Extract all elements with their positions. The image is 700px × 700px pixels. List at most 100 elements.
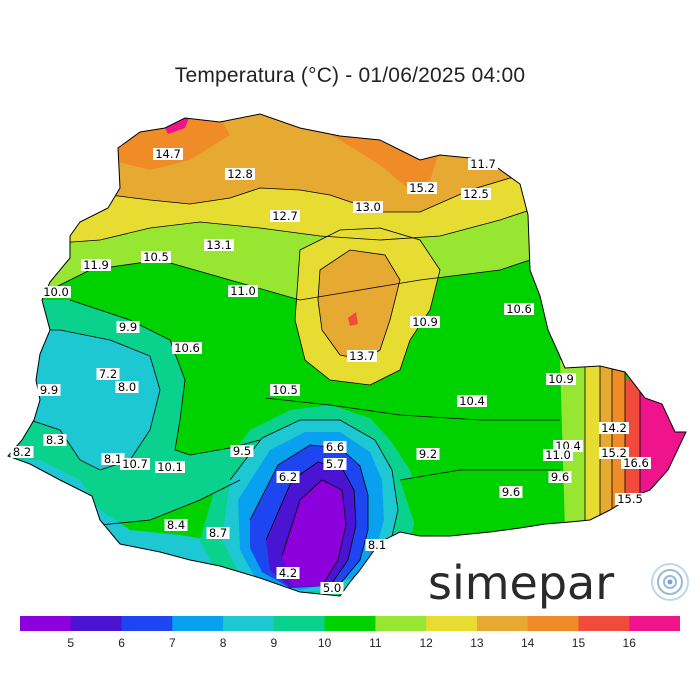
value-label-background [141, 251, 171, 263]
value-label-text: 5.0 [323, 581, 341, 595]
value-label: 11.9 [81, 258, 111, 272]
legend-swatch [121, 616, 173, 631]
value-label-background [543, 449, 573, 461]
value-label-text: 10.9 [548, 372, 574, 386]
value-label-background [41, 286, 71, 298]
value-label-background [116, 321, 140, 333]
value-label-background [225, 168, 255, 180]
station-value-labels: 14.7 12.8 12.7 13.0 15.2 11.7 12.5 13.1 10.5 11.9… [10, 147, 651, 595]
legend-tick-label: 14 [521, 636, 535, 650]
value-label-background [43, 434, 67, 446]
legend-swatch [578, 616, 630, 631]
value-label: 10.7 [120, 457, 150, 471]
value-label-text: 13.0 [355, 200, 381, 214]
legend-swatch [527, 616, 579, 631]
value-label-background [230, 445, 254, 457]
value-label-background [270, 210, 300, 222]
value-label-text: 15.2 [409, 181, 435, 195]
value-label-text: 10.6 [506, 302, 532, 316]
value-label: 8.2 [10, 445, 34, 459]
legend-swatch [20, 616, 72, 631]
value-label-background [276, 567, 300, 579]
value-label-background [101, 453, 125, 465]
value-label-text: 8.7 [209, 526, 227, 540]
value-label: 6.6 [323, 440, 347, 454]
value-label-text: 15.5 [617, 492, 643, 506]
value-label-text: 11.7 [470, 157, 496, 171]
value-label: 9.5 [230, 444, 254, 458]
value-label: 14.7 [153, 147, 183, 161]
value-label-background [548, 471, 572, 483]
value-label: 12.7 [270, 209, 300, 223]
value-label-background [96, 368, 120, 380]
value-label-background [461, 188, 491, 200]
value-label-text: 10.4 [459, 394, 485, 408]
value-label-text: 10.0 [43, 285, 69, 299]
legend-tick-label: 13 [470, 636, 484, 650]
value-label-text: 8.2 [13, 445, 31, 459]
value-label-text: 9.6 [502, 485, 520, 499]
value-label: 8.4 [164, 518, 188, 532]
value-label-background [546, 373, 576, 385]
value-label: 7.2 [96, 367, 120, 381]
legend-swatch [172, 616, 224, 631]
value-label-text: 9.5 [233, 444, 251, 458]
legend-tick-label: 10 [318, 636, 332, 650]
value-label: 8.1 [101, 452, 125, 466]
value-label-text: 9.9 [119, 320, 137, 334]
value-label-background [276, 471, 300, 483]
state-border [7, 113, 687, 597]
value-label: 12.8 [225, 167, 255, 181]
legend-tick-label: 16 [623, 636, 637, 650]
value-label-background [353, 201, 383, 213]
value-label-background [320, 582, 344, 594]
value-label: 9.6 [548, 470, 572, 484]
value-label: 8.7 [206, 526, 230, 540]
value-label: 9.2 [416, 447, 440, 461]
legend-swatch [426, 616, 478, 631]
value-label: 4.2 [276, 566, 300, 580]
value-label-background [228, 285, 258, 297]
value-label-background [164, 519, 188, 531]
value-label-text: 13.7 [349, 349, 375, 363]
value-label-background [599, 447, 629, 459]
value-label: 15.2 [407, 181, 437, 195]
value-label: 8.3 [43, 433, 67, 447]
legend-tick-label: 8 [220, 636, 227, 650]
legend-tick-label: 7 [169, 636, 176, 650]
legend-tick-label: 15 [572, 636, 586, 650]
value-label: 13.1 [204, 238, 234, 252]
value-label-text: 12.8 [227, 167, 253, 181]
value-label: 10.9 [546, 372, 576, 386]
value-label: 10.1 [155, 460, 185, 474]
map-title: Temperatura (°C) - 01/06/2025 04:00 [174, 64, 526, 87]
value-label-background [410, 316, 440, 328]
value-label-background [407, 182, 437, 194]
value-label-text: 8.4 [167, 518, 185, 532]
value-label: 11.0 [543, 448, 573, 462]
value-label-text: 8.1 [104, 452, 122, 466]
legend-swatch [223, 616, 275, 631]
value-label-text: 8.0 [118, 380, 136, 394]
legend-tick-label: 12 [419, 636, 433, 650]
value-label-text: 4.2 [279, 566, 297, 580]
value-label-text: 11.0 [545, 448, 571, 462]
legend-swatch [273, 616, 326, 631]
legend-tick-label: 5 [67, 636, 74, 650]
value-label-background [204, 239, 234, 251]
value-label-text: 9.2 [419, 447, 437, 461]
value-label: 11.0 [228, 284, 258, 298]
value-label-background [365, 539, 389, 551]
value-label-background [155, 461, 185, 473]
value-label-background [37, 384, 61, 396]
value-label-text: 12.5 [463, 187, 489, 201]
value-label: 10.6 [172, 341, 202, 355]
value-label: 5.0 [320, 581, 344, 595]
value-label-background [323, 441, 347, 453]
legend-swatch [324, 616, 376, 631]
value-label: 15.5 [615, 492, 645, 506]
value-label: 5.7 [323, 457, 347, 471]
value-label-text: 8.3 [46, 433, 64, 447]
